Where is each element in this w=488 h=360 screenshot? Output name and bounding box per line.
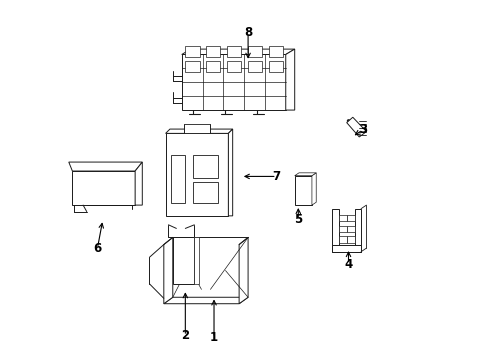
Polygon shape bbox=[185, 61, 199, 72]
Circle shape bbox=[180, 272, 186, 278]
Polygon shape bbox=[226, 46, 241, 57]
Polygon shape bbox=[247, 61, 262, 72]
Polygon shape bbox=[135, 162, 142, 205]
Polygon shape bbox=[354, 209, 360, 252]
Polygon shape bbox=[332, 209, 338, 252]
Polygon shape bbox=[268, 61, 282, 72]
Circle shape bbox=[180, 260, 186, 266]
Polygon shape bbox=[228, 129, 232, 216]
Polygon shape bbox=[171, 155, 185, 203]
Text: 5: 5 bbox=[294, 213, 302, 226]
Text: 4: 4 bbox=[344, 258, 352, 271]
Polygon shape bbox=[226, 61, 241, 72]
Text: 7: 7 bbox=[272, 170, 280, 183]
Polygon shape bbox=[294, 176, 311, 205]
Polygon shape bbox=[346, 117, 366, 137]
Polygon shape bbox=[192, 182, 217, 203]
Polygon shape bbox=[338, 236, 346, 243]
Text: 1: 1 bbox=[209, 331, 218, 344]
Polygon shape bbox=[194, 237, 198, 284]
Polygon shape bbox=[338, 226, 346, 232]
Polygon shape bbox=[239, 237, 247, 304]
Polygon shape bbox=[346, 236, 354, 243]
Text: 8: 8 bbox=[244, 27, 252, 40]
Polygon shape bbox=[285, 49, 294, 110]
Polygon shape bbox=[185, 46, 199, 57]
Polygon shape bbox=[294, 173, 316, 176]
Polygon shape bbox=[163, 297, 247, 304]
Polygon shape bbox=[165, 134, 228, 216]
Polygon shape bbox=[268, 46, 282, 57]
Polygon shape bbox=[172, 237, 194, 284]
Polygon shape bbox=[332, 245, 360, 252]
Polygon shape bbox=[346, 226, 354, 232]
Polygon shape bbox=[165, 129, 232, 134]
Text: 2: 2 bbox=[181, 329, 189, 342]
Circle shape bbox=[180, 248, 186, 254]
Polygon shape bbox=[182, 49, 294, 54]
Polygon shape bbox=[346, 215, 354, 221]
Polygon shape bbox=[338, 215, 346, 221]
Polygon shape bbox=[163, 237, 172, 304]
Polygon shape bbox=[192, 155, 217, 178]
Polygon shape bbox=[182, 54, 285, 110]
Polygon shape bbox=[206, 46, 220, 57]
Polygon shape bbox=[311, 173, 316, 205]
Polygon shape bbox=[184, 125, 209, 134]
Polygon shape bbox=[72, 171, 135, 205]
Text: 3: 3 bbox=[358, 123, 366, 136]
Polygon shape bbox=[247, 46, 262, 57]
Polygon shape bbox=[206, 61, 220, 72]
Polygon shape bbox=[69, 162, 142, 171]
Text: 6: 6 bbox=[93, 242, 102, 255]
